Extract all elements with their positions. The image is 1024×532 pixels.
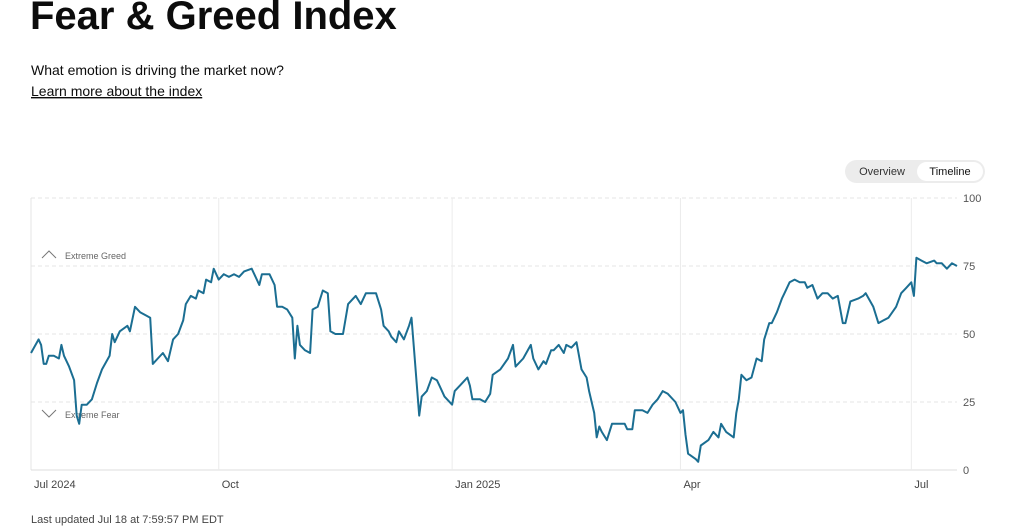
timeline-button[interactable]: Timeline	[929, 166, 970, 178]
annotation: Extreme Fear	[65, 410, 120, 420]
y-tick-label: 25	[963, 397, 975, 409]
index-line	[30, 256, 958, 463]
x-tick-label: Jan 2025	[455, 479, 500, 491]
last-updated: Last updated Jul 18 at 7:59:57 PM EDT	[31, 514, 224, 526]
y-tick-label: 0	[963, 465, 969, 477]
x-tick-label: Jul	[914, 479, 928, 491]
toggle-selected	[917, 162, 983, 181]
subtitle: What emotion is driving the market now?	[31, 62, 284, 78]
fear-icon	[41, 409, 57, 418]
overview-button[interactable]: Overview	[859, 166, 905, 178]
learn-more-link[interactable]: Learn more about the index	[31, 83, 202, 99]
y-tick-label: 75	[963, 261, 975, 273]
x-tick-label: Jul 2024	[34, 479, 76, 491]
page-title: Fear & Greed Index	[30, 0, 397, 38]
x-tick-label: Oct	[222, 479, 239, 491]
annotation: Extreme Greed	[65, 251, 126, 261]
y-tick-label: 50	[963, 329, 975, 341]
x-tick-label: Apr	[683, 479, 700, 491]
greed-icon	[41, 250, 57, 259]
y-tick-label: 100	[963, 193, 981, 205]
